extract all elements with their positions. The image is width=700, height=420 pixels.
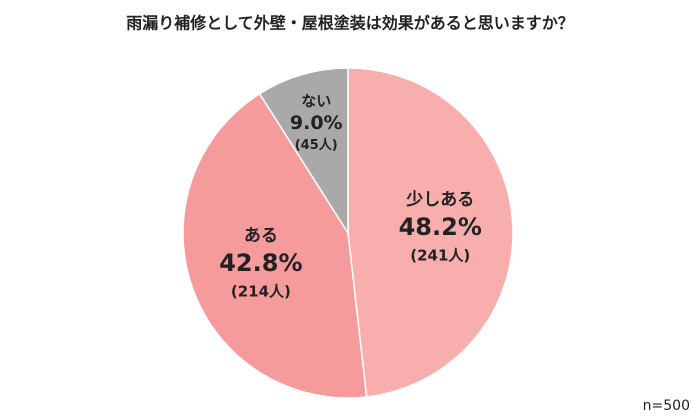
- slice-percent: 48.2%: [399, 213, 482, 241]
- pie-slice: [347, 67, 514, 398]
- sample-note: n=500: [643, 398, 690, 414]
- slice-count: (241人): [410, 246, 470, 264]
- pie-slice: [182, 92, 368, 399]
- pie-slice: [258, 67, 349, 236]
- slice-count: (214人): [231, 282, 291, 300]
- chart-title: 雨漏り補修として外壁・屋根塗装は効果があると思いますか？: [126, 14, 574, 33]
- slice-percent: 42.8%: [219, 249, 302, 277]
- slice-label: ある: [244, 226, 278, 246]
- slice-label: 少しある: [405, 190, 474, 210]
- slice-percent: 9.0%: [290, 112, 343, 134]
- slice-label: ない: [301, 92, 331, 110]
- slice-count: (45人): [295, 137, 338, 153]
